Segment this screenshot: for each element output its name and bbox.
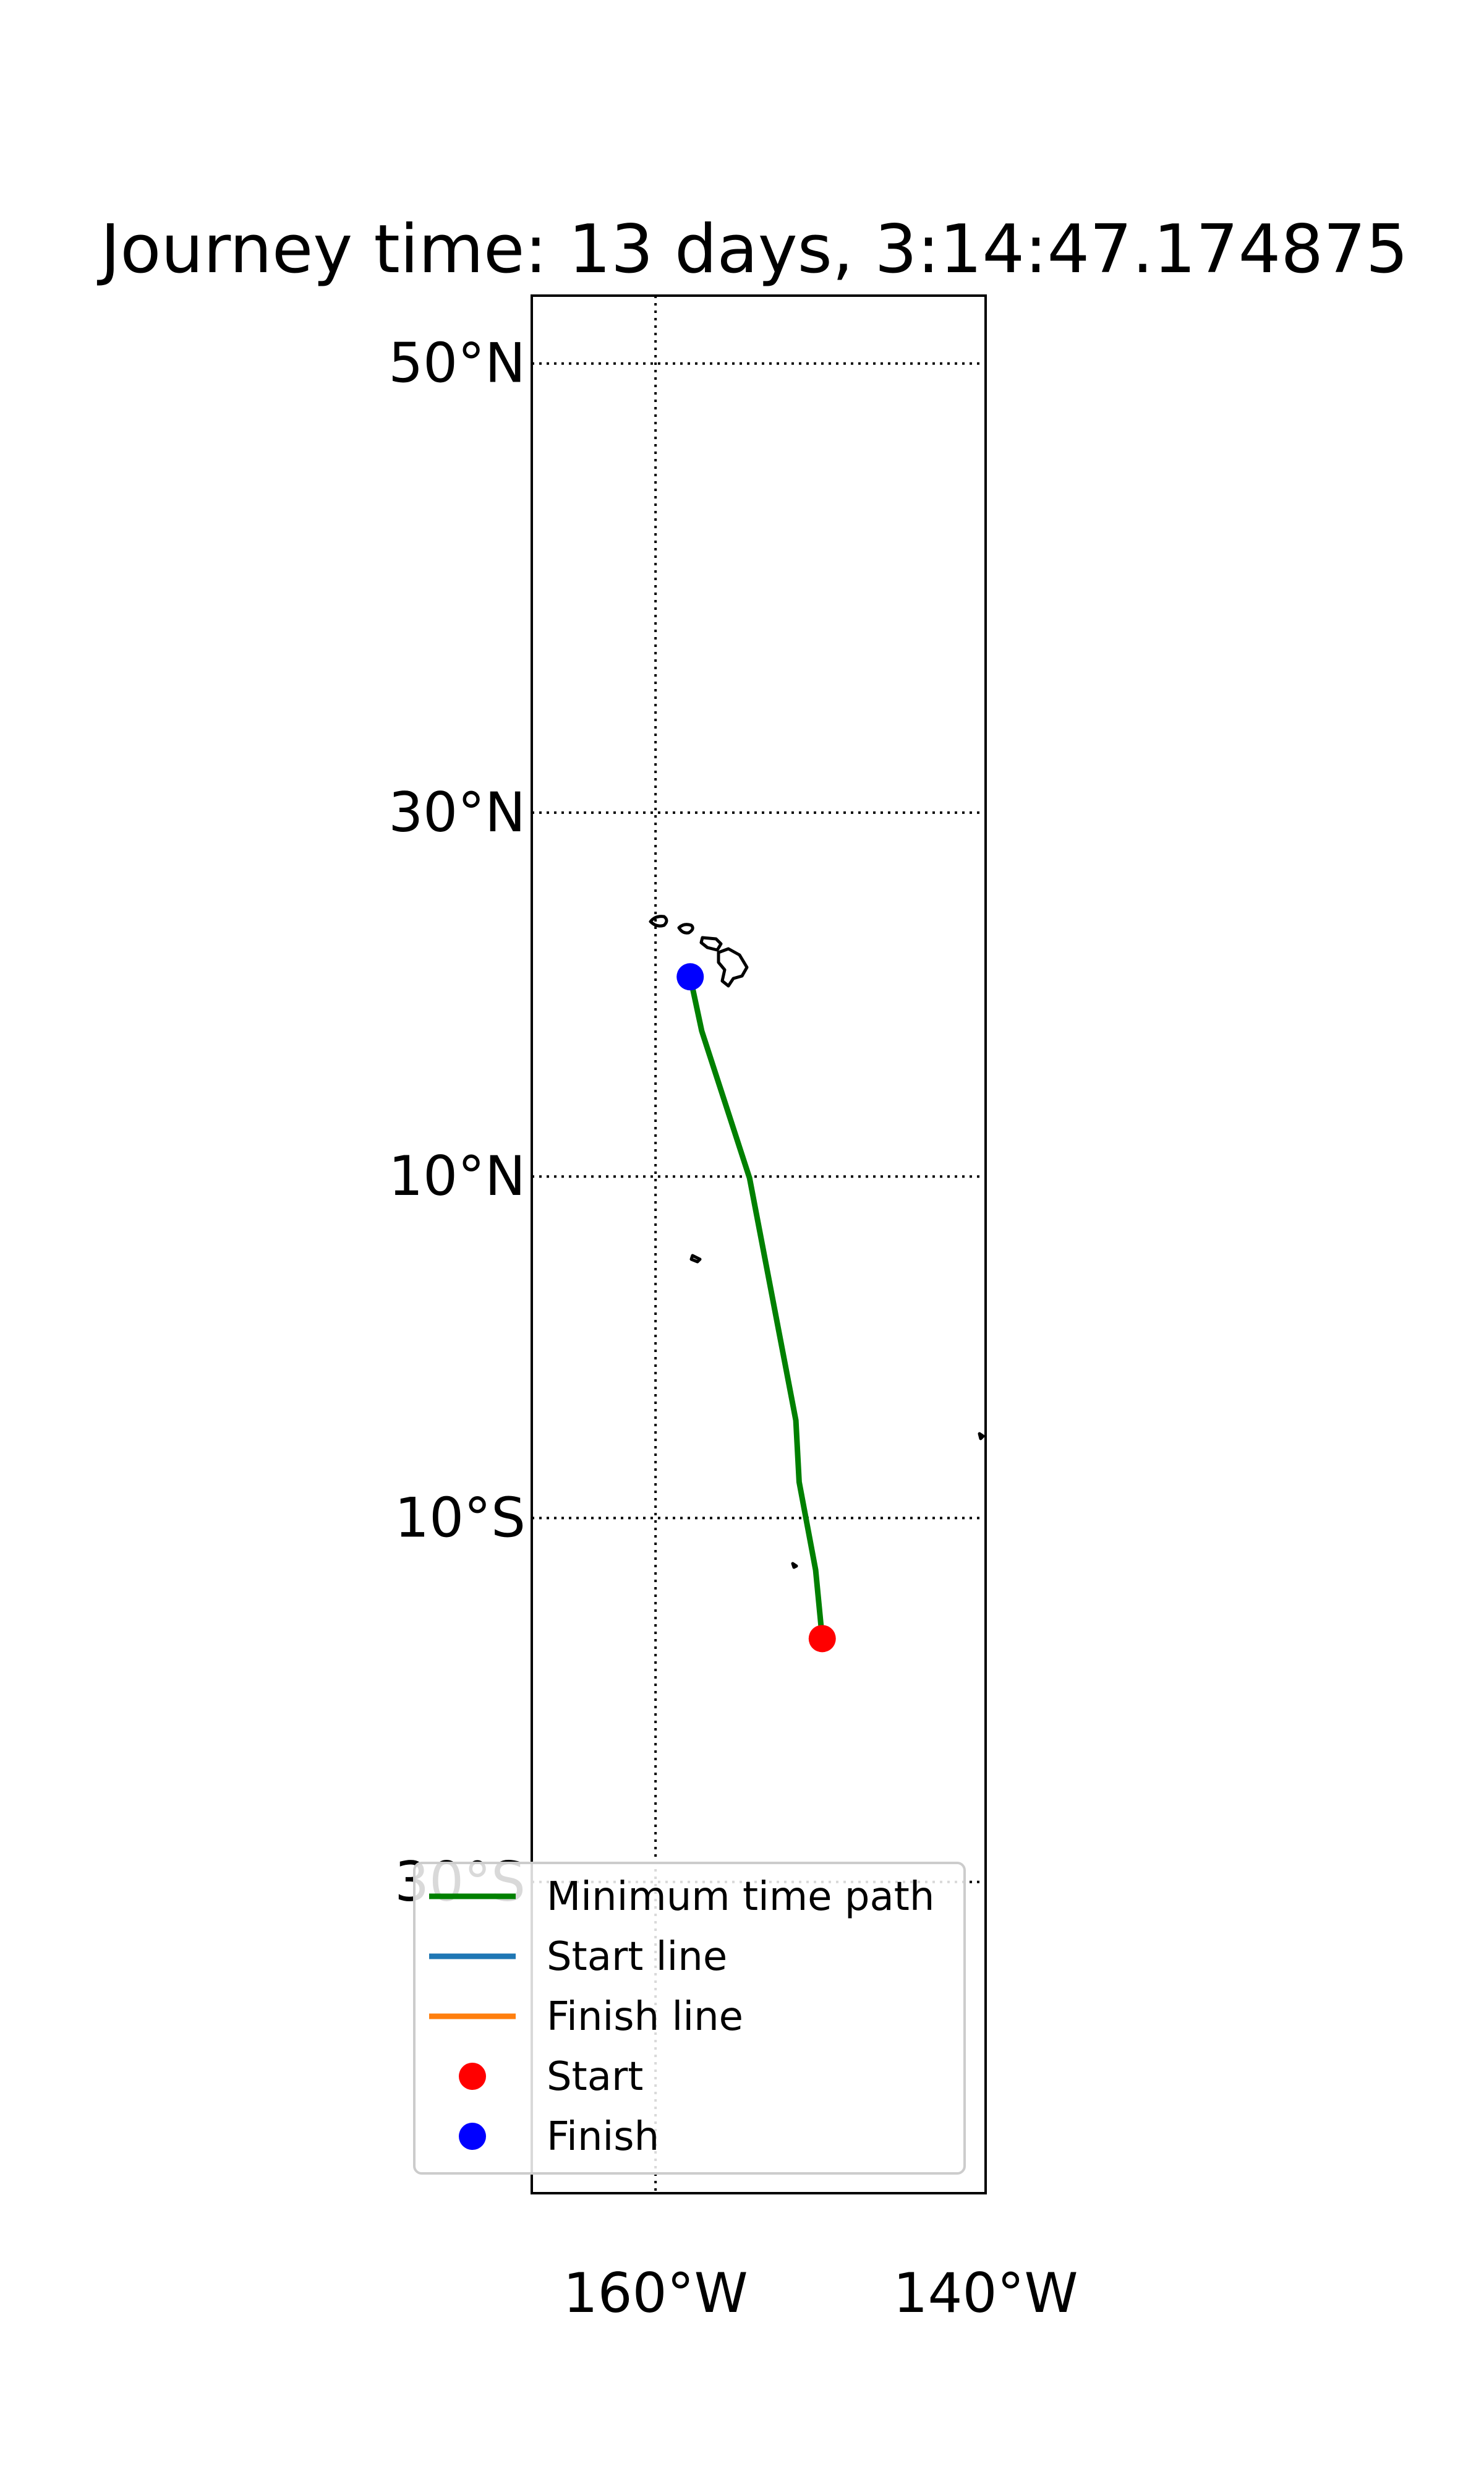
coastlines bbox=[649, 915, 985, 1569]
legend-swatch-dot bbox=[459, 2123, 486, 2150]
series-layer bbox=[687, 974, 825, 1641]
lon-tick-label: 140°W bbox=[893, 2261, 1078, 2325]
chart-title: Journey time: 13 days, 3:14:47.174875 bbox=[96, 211, 1408, 288]
atoll-east bbox=[978, 1432, 985, 1440]
island-molokai-maui bbox=[699, 936, 723, 952]
island-hawaii bbox=[717, 947, 749, 988]
legend-label: Start bbox=[547, 2054, 643, 2100]
legend-label: Finish bbox=[547, 2114, 659, 2160]
marker-layer bbox=[676, 963, 836, 1653]
atoll-south bbox=[791, 1562, 798, 1569]
lon-tick-label: 160°W bbox=[563, 2261, 748, 2325]
legend-items: Minimum time path Start line Finish line St… bbox=[429, 1874, 934, 2160]
island-kauai bbox=[649, 915, 668, 928]
lat-tick-label: 10°S bbox=[394, 1486, 526, 1549]
atoll-mid bbox=[689, 1254, 702, 1264]
plot-frame bbox=[531, 294, 987, 2194]
start-marker bbox=[808, 1625, 836, 1653]
legend-box bbox=[413, 1862, 966, 2175]
latitude-tick-labels: 50°N30°N10°N10°S30°S bbox=[388, 332, 526, 1914]
legend-label: Start line bbox=[547, 1934, 727, 1980]
legend: Minimum time path Start line Finish line St… bbox=[413, 1862, 966, 2175]
route-line-minimum-time-path bbox=[687, 974, 825, 1641]
legend-label: Finish line bbox=[547, 1994, 743, 2040]
lat-tick-label: 30°N bbox=[388, 781, 526, 844]
finish-marker bbox=[676, 963, 704, 991]
legend-label: Minimum time path bbox=[547, 1874, 934, 1920]
lat-tick-label: 50°N bbox=[388, 332, 526, 395]
longitude-tick-labels: 160°W 140°W bbox=[563, 2261, 1078, 2325]
island-oahu bbox=[677, 923, 694, 935]
lat-tick-label: 10°N bbox=[388, 1144, 526, 1208]
legend-swatch-dot bbox=[459, 2063, 486, 2090]
